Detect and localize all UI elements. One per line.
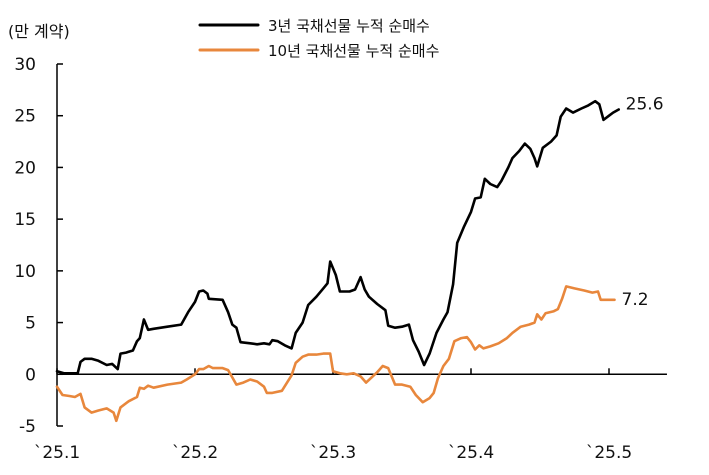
y-tick-label: 30 [14,55,36,75]
y-tick-label: -5 [19,417,36,437]
y-tick-label: 0 [25,365,36,385]
end-value-label: 7.2 [622,290,649,310]
legend-label: 10년 국채선물 누적 순매수 [268,42,439,60]
y-tick-label: 15 [14,210,36,230]
x-tick-label: `25.2 [172,443,218,463]
y-axis-unit-label: (만 계약) [8,22,70,41]
x-tick-label: `25.1 [34,443,80,463]
x-tick-label: `25.4 [448,443,494,463]
series-line-3y [55,99,620,375]
y-tick-label: 10 [14,262,36,282]
y-tick-label: 20 [14,158,36,178]
x-tick-label: `25.3 [310,443,356,463]
axes: 30 25 20 15 10 5 0 -5 `25.1 `25.2 `25.3 `25.4 `25.5 [14,55,667,463]
end-labels: 25.6 7.2 [622,95,664,310]
y-tick-label: 5 [25,314,36,334]
series-line-10y [55,285,616,423]
x-tick-label: `25.5 [586,443,632,463]
legend-label: 3년 국채선물 누적 순매수 [268,17,430,35]
y-tick-label: 25 [14,107,36,127]
series-layer [55,99,620,423]
end-value-label: 25.6 [626,95,664,115]
legend: 3년 국채선물 누적 순매수 10년 국채선물 누적 순매수 [198,17,439,60]
